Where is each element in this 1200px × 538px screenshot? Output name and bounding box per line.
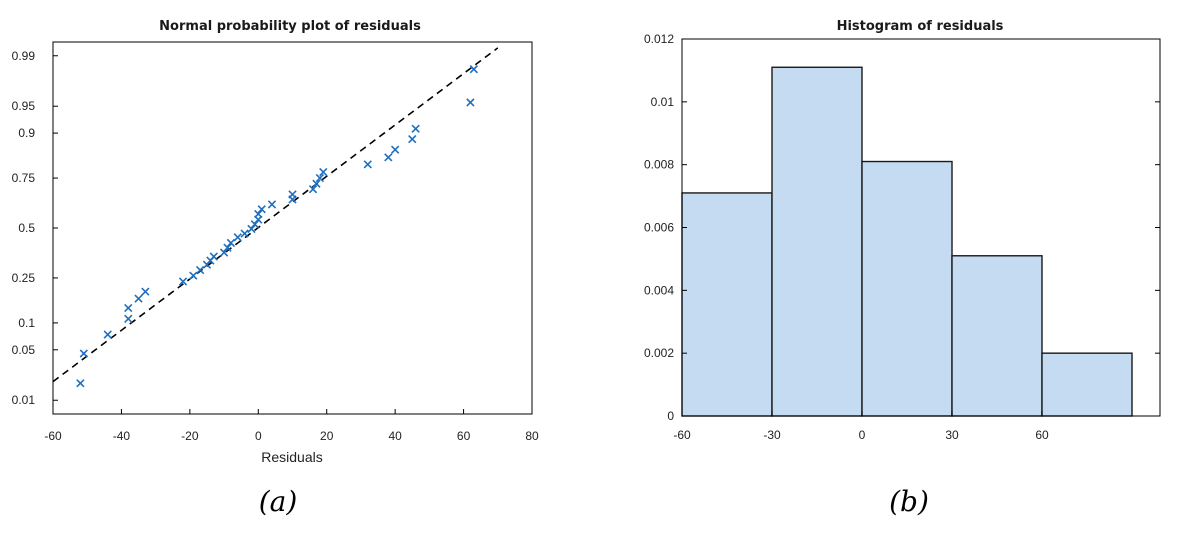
chart-a-data-point: [254, 209, 263, 219]
chart-b-y-tick-label: 0: [667, 409, 674, 423]
chart-a-data-point: [219, 248, 229, 257]
chart-b-caption: (b): [889, 485, 929, 518]
chart-a-data-point: [411, 124, 420, 133]
chart-a-y-tick-label: 0.1: [18, 316, 35, 330]
chart-a-x-tick-label: -20: [181, 429, 199, 443]
chart-a-data-point: [124, 303, 133, 313]
chart-a-data-point: [250, 220, 260, 229]
chart-a-data-point: [209, 252, 218, 261]
chart-a-data-point: [319, 167, 328, 177]
chart-b-title: Histogram of residuals: [837, 19, 1004, 34]
chart-a-x-tick-label: 80: [525, 429, 539, 443]
chart-a-x-tick-label: 20: [320, 429, 334, 443]
chart-a-data-point: [233, 233, 242, 242]
chart-a-data-point: [363, 160, 372, 169]
chart-b-bar: [681, 192, 773, 417]
chart-a-points: [76, 65, 479, 388]
chart-a-data-point: [141, 287, 150, 296]
chart-a-data-point: [103, 330, 112, 339]
chart-a-data-point: [189, 271, 198, 280]
chart-a-ticks: -60 -40 -20 0 20 40 60 80 0.01 0.05 0.1 0.25 0.5 0.75…: [12, 49, 539, 443]
chart-b-x-tick-label: -60: [673, 428, 691, 442]
chart-a-data-point: [247, 224, 256, 234]
chart-b-y-tick-label: 0.01: [651, 95, 675, 109]
chart-a-data-point: [134, 294, 143, 303]
chart-a-data-point: [257, 205, 266, 214]
chart-b-x-tick-label: 30: [945, 428, 959, 442]
chart-a-caption: (a): [259, 485, 298, 518]
chart-a-data-point: [315, 173, 325, 183]
chart-b-x-tick-label: -30: [763, 428, 781, 442]
chart-a-data-point: [469, 65, 479, 74]
normal-probability-plot: Normal probability plot of residuals -60…: [12, 19, 539, 518]
chart-a-data-point: [408, 134, 417, 144]
chart-a-data-point: [76, 379, 85, 388]
chart-a-reference-line-group: [52, 47, 499, 383]
chart-a-y-tick-label: 0.01: [12, 393, 36, 407]
chart-a-title: Normal probability plot of residuals: [159, 19, 421, 34]
chart-a-y-tick-label: 0.5: [18, 221, 35, 235]
chart-a-x-tick-label: 0: [255, 429, 262, 443]
chart-a-y-tick-label: 0.95: [12, 99, 36, 113]
chart-a-y-tick-label: 0.25: [12, 271, 36, 285]
chart-a-reference-line: [52, 47, 499, 383]
chart-b-y-tick-label: 0.006: [644, 221, 674, 235]
chart-b-bar: [861, 160, 953, 417]
chart-b-y-tick-label: 0.004: [644, 283, 674, 297]
chart-a-data-point: [240, 229, 249, 238]
chart-b-y-tick-label: 0.002: [644, 346, 674, 360]
chart-a-data-point: [223, 243, 232, 252]
chart-a-data-point: [195, 265, 205, 275]
chart-a-y-tick-label: 0.75: [12, 171, 36, 185]
chart-b-bar: [951, 255, 1043, 417]
chart-a-data-point: [384, 153, 393, 162]
chart-a-data-point: [390, 145, 400, 154]
histogram: Histogram of residuals -60 -30 0 30 60 0 0.002…: [644, 19, 1161, 518]
chart-b-y-tick-label: 0.008: [644, 158, 674, 172]
chart-a-x-tick-label: -40: [113, 429, 131, 443]
chart-a-x-tick-label: -60: [44, 429, 62, 443]
chart-a-data-point: [79, 349, 88, 358]
chart-b-bar: [1041, 352, 1133, 417]
chart-a-x-tick-label: 40: [388, 429, 402, 443]
chart-b-x-tick-label: 60: [1035, 428, 1049, 442]
chart-a-data-point: [308, 185, 318, 194]
chart-a-data-point: [288, 190, 297, 199]
chart-b-x-tick-label: 0: [859, 428, 866, 442]
chart-b-bars: [681, 66, 1133, 417]
chart-a-data-point: [124, 314, 133, 323]
chart-a-data-point: [226, 238, 236, 248]
chart-b-bar: [771, 66, 863, 417]
chart-a-data-point: [466, 98, 475, 107]
chart-b-axes-box: [681, 38, 1161, 417]
chart-a-y-tick-label: 0.9: [18, 126, 35, 140]
chart-a-y-tick-label: 0.99: [12, 49, 36, 63]
chart-a-y-tick-label: 0.05: [12, 343, 36, 357]
chart-a-axes-box: [52, 41, 533, 415]
chart-a-data-point: [267, 200, 277, 209]
chart-a-data-point: [312, 179, 321, 188]
chart-a-data-point: [178, 277, 188, 286]
chart-a-x-axis-label: Residuals: [261, 449, 322, 465]
chart-a-x-tick-label: 60: [457, 429, 471, 443]
chart-b-y-tick-label: 0.012: [644, 32, 674, 46]
